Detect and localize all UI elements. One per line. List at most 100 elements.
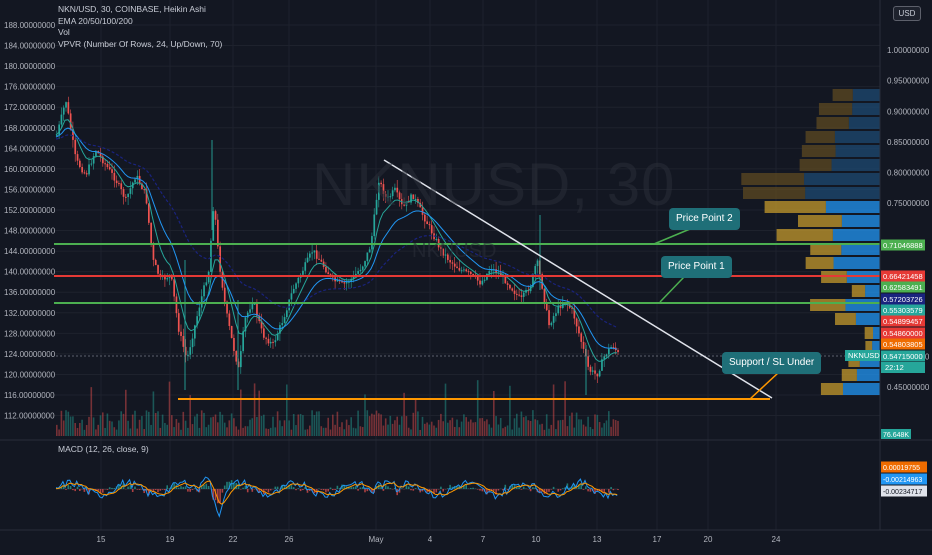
volume-bar bbox=[518, 428, 520, 436]
volume-bar bbox=[58, 429, 60, 436]
candle bbox=[208, 272, 210, 283]
macd-histogram-bar bbox=[65, 489, 67, 490]
left-axis-label: 176.00000000 bbox=[4, 83, 56, 92]
candle bbox=[426, 221, 428, 224]
volume-bar bbox=[134, 411, 136, 436]
candle bbox=[362, 266, 364, 269]
candle bbox=[268, 339, 270, 344]
volume-bar bbox=[355, 428, 357, 436]
vpvr-down-bar bbox=[833, 89, 853, 101]
support-sl-callout[interactable]: Support / SL Under bbox=[722, 352, 821, 374]
volume-bar bbox=[173, 427, 175, 436]
candle bbox=[118, 183, 120, 184]
macd-histogram-bar bbox=[226, 482, 228, 489]
candle bbox=[461, 270, 463, 271]
volume-bar bbox=[415, 400, 417, 436]
vol-legend[interactable]: Vol bbox=[58, 27, 222, 39]
x-axis-label: 17 bbox=[653, 535, 662, 544]
volume-bar bbox=[507, 425, 509, 436]
candle bbox=[148, 203, 150, 222]
vpvr-legend[interactable]: VPVR (Number Of Rows, 24, Up/Down, 70) bbox=[58, 39, 222, 51]
countdown-label: 22:12 bbox=[885, 363, 904, 372]
volume-bar bbox=[240, 390, 242, 436]
volume-bar bbox=[350, 417, 352, 436]
price-tag-label: 0.54860000 bbox=[883, 329, 923, 338]
volume-bar bbox=[419, 430, 421, 436]
volume-bar bbox=[608, 411, 610, 436]
ema-legend[interactable]: EMA 20/50/100/200 bbox=[58, 16, 222, 28]
volume-bar bbox=[307, 429, 309, 436]
volume-bar bbox=[63, 420, 65, 436]
macd-legend[interactable]: MACD (12, 26, close, 9) bbox=[58, 444, 149, 454]
volume-bar bbox=[578, 419, 580, 436]
candle bbox=[534, 266, 536, 274]
volume-bar bbox=[102, 412, 104, 436]
volume-bar bbox=[84, 430, 86, 436]
volume-bar bbox=[114, 427, 116, 436]
volume-bar bbox=[452, 418, 454, 436]
volume-bar bbox=[555, 429, 557, 436]
volume-bar bbox=[523, 417, 525, 436]
vpvr-up-bar bbox=[835, 131, 880, 143]
volume-bar bbox=[242, 428, 244, 436]
currency-badge[interactable]: USD bbox=[893, 6, 921, 21]
candle bbox=[548, 310, 550, 325]
volume-bar bbox=[557, 420, 559, 436]
volume-bar bbox=[592, 429, 594, 436]
volume-bar bbox=[127, 421, 129, 436]
candle bbox=[104, 163, 106, 164]
volume-bar bbox=[235, 426, 237, 436]
volume-bar bbox=[196, 414, 198, 436]
volume-bar bbox=[383, 426, 385, 436]
candle bbox=[61, 115, 63, 125]
volume-bar bbox=[498, 425, 500, 436]
volume-bar bbox=[91, 387, 93, 436]
volume-bar bbox=[155, 413, 157, 436]
candle bbox=[293, 289, 295, 293]
macd-histogram-bar bbox=[203, 485, 205, 489]
macd-histogram-bar bbox=[525, 488, 527, 489]
price-point-2-callout[interactable]: Price Point 2 bbox=[669, 208, 740, 230]
candle bbox=[114, 173, 116, 181]
vpvr-up-bar bbox=[834, 257, 880, 269]
symbol-title[interactable]: NKN/USD, 30, COINBASE, Heikin Ashi bbox=[58, 4, 222, 16]
volume-bar bbox=[348, 425, 350, 436]
volume-bar bbox=[447, 423, 449, 436]
volume-tag: 76.648K bbox=[883, 432, 909, 439]
price-point-1-callout[interactable]: Price Point 1 bbox=[661, 256, 732, 278]
vpvr-down-bar bbox=[743, 187, 805, 199]
candle bbox=[252, 304, 254, 309]
volume-bar bbox=[192, 424, 194, 436]
x-axis-label: May bbox=[368, 535, 383, 544]
macd-histogram-bar bbox=[477, 489, 479, 490]
volume-bar bbox=[534, 419, 536, 436]
volume-bar bbox=[272, 417, 274, 436]
candle bbox=[231, 326, 233, 338]
volume-bar bbox=[332, 415, 334, 436]
volume-bar bbox=[438, 420, 440, 436]
macd-histogram-bar bbox=[587, 489, 589, 491]
candle bbox=[544, 289, 546, 302]
macd-histogram-bar bbox=[293, 487, 295, 489]
volume-bar bbox=[187, 428, 189, 436]
candle bbox=[304, 262, 306, 271]
volume-bar bbox=[367, 410, 369, 436]
macd-histogram-bar bbox=[127, 487, 129, 489]
vpvr-up-bar bbox=[826, 201, 880, 213]
candle bbox=[256, 304, 258, 316]
vpvr-up-bar bbox=[853, 89, 880, 101]
volume-bar bbox=[617, 421, 619, 436]
symbol-watermark: NKNUSD, 30 bbox=[312, 150, 675, 219]
right-axis-label: 0.80000000 bbox=[887, 169, 930, 178]
volume-bar bbox=[525, 416, 527, 436]
candle bbox=[189, 347, 191, 355]
macd-histogram-bar bbox=[560, 489, 562, 490]
left-axis-label: 180.00000000 bbox=[4, 62, 56, 71]
vpvr-down-bar bbox=[798, 215, 842, 227]
volume-bar bbox=[164, 423, 166, 436]
volume-bar bbox=[553, 384, 555, 436]
volume-bar bbox=[472, 422, 474, 436]
volume-bar bbox=[514, 418, 516, 436]
